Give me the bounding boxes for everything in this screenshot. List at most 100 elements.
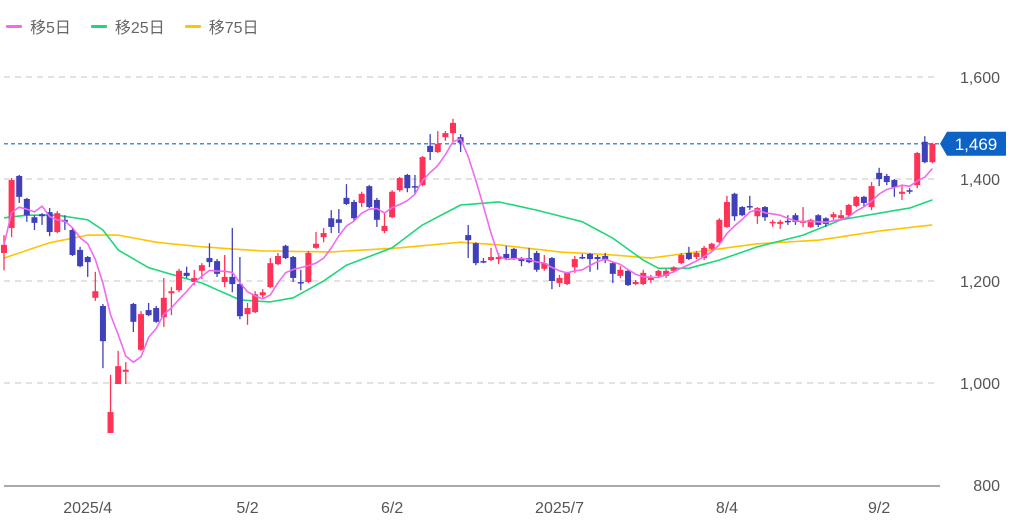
candle-down[interactable]: [206, 258, 213, 263]
candle-up[interactable]: [54, 213, 61, 233]
candle-up[interactable]: [115, 366, 122, 385]
candle-down[interactable]: [343, 197, 350, 204]
candle-down[interactable]: [685, 252, 692, 260]
candle-up[interactable]: [381, 225, 388, 232]
candle-up[interactable]: [442, 133, 449, 138]
legend-item-ma5[interactable]: 移5日: [6, 14, 71, 38]
candle-down[interactable]: [503, 253, 510, 259]
candle-down[interactable]: [69, 230, 76, 255]
candle-up[interactable]: [259, 292, 266, 296]
candle-up[interactable]: [845, 205, 852, 216]
candle-up[interactable]: [716, 219, 723, 243]
candle-down[interactable]: [23, 198, 30, 216]
candle-down[interactable]: [594, 257, 601, 260]
candle-down[interactable]: [31, 217, 38, 223]
candle-up[interactable]: [708, 243, 715, 249]
candle-up[interactable]: [754, 208, 761, 217]
candle-down[interactable]: [518, 259, 525, 262]
candle-down[interactable]: [427, 145, 434, 152]
candle-down[interactable]: [891, 180, 898, 188]
candle-down[interactable]: [214, 261, 221, 274]
candle-up[interactable]: [389, 191, 396, 218]
candle-up[interactable]: [571, 259, 578, 268]
candle-down[interactable]: [297, 282, 304, 284]
candle-down[interactable]: [130, 303, 137, 322]
candle-down[interactable]: [411, 186, 418, 188]
candle-up[interactable]: [1, 244, 7, 253]
candle-down[interactable]: [99, 305, 106, 342]
candle-down[interactable]: [579, 257, 586, 259]
candle-up[interactable]: [769, 221, 776, 224]
candle-up[interactable]: [488, 257, 495, 261]
candle-up[interactable]: [137, 314, 144, 350]
candle-down[interactable]: [586, 253, 593, 260]
candle-up[interactable]: [122, 369, 129, 372]
candle-down[interactable]: [625, 270, 632, 286]
candle-up[interactable]: [777, 221, 784, 224]
candle-up[interactable]: [647, 276, 654, 280]
candle-up[interactable]: [267, 263, 274, 288]
candle-down[interactable]: [510, 248, 517, 260]
candle-up[interactable]: [701, 247, 708, 259]
candle-up[interactable]: [723, 201, 730, 227]
candle-up[interactable]: [419, 157, 426, 186]
candle-down[interactable]: [16, 175, 23, 197]
candle-up[interactable]: [670, 267, 677, 271]
candle-down[interactable]: [39, 214, 46, 217]
candle-down[interactable]: [480, 261, 487, 263]
candle-up[interactable]: [107, 412, 114, 433]
candle-up[interactable]: [320, 233, 327, 238]
candle-down[interactable]: [731, 193, 738, 217]
candle-up[interactable]: [198, 265, 205, 271]
candle-up[interactable]: [168, 291, 175, 294]
candle-down[interactable]: [792, 215, 799, 222]
candle-up[interactable]: [274, 256, 281, 265]
candle-down[interactable]: [77, 249, 84, 267]
candle-up[interactable]: [663, 270, 670, 276]
candle-up[interactable]: [655, 270, 662, 276]
legend-item-ma25[interactable]: 移25日: [90, 14, 165, 38]
candle-down[interactable]: [548, 258, 555, 281]
candle-down[interactable]: [328, 218, 335, 227]
candle-down[interactable]: [373, 199, 380, 220]
candle-up[interactable]: [191, 277, 198, 283]
candle-down[interactable]: [921, 141, 928, 163]
candle-down[interactable]: [609, 263, 616, 274]
candle-up[interactable]: [564, 272, 571, 285]
candle-up[interactable]: [434, 143, 441, 152]
candle-down[interactable]: [602, 256, 609, 261]
candle-up[interactable]: [244, 308, 251, 315]
candle-up[interactable]: [853, 196, 860, 207]
candle-down[interactable]: [46, 212, 53, 233]
candle-up[interactable]: [313, 243, 320, 248]
candle-up[interactable]: [830, 214, 837, 218]
candle-down[interactable]: [404, 174, 411, 189]
candle-up[interactable]: [305, 252, 312, 283]
candle-up[interactable]: [221, 276, 228, 283]
candle-up[interactable]: [807, 219, 814, 227]
candle-down[interactable]: [366, 186, 373, 208]
candle-down[interactable]: [876, 172, 883, 179]
candle-down[interactable]: [472, 243, 479, 264]
candle-down[interactable]: [746, 206, 753, 208]
candle-up[interactable]: [678, 254, 685, 264]
candle-up[interactable]: [449, 122, 456, 134]
candle-up[interactable]: [914, 152, 921, 186]
candle-down[interactable]: [282, 245, 289, 259]
candle-up[interactable]: [160, 297, 167, 318]
candle-up[interactable]: [868, 186, 875, 208]
candle-up[interactable]: [176, 270, 183, 291]
candle-down[interactable]: [145, 310, 152, 316]
candle-down[interactable]: [739, 207, 746, 216]
candle-up[interactable]: [632, 282, 639, 285]
candle-down[interactable]: [906, 190, 913, 192]
candle-down[interactable]: [860, 196, 867, 203]
candle-down[interactable]: [815, 215, 822, 225]
candle-down[interactable]: [883, 175, 890, 183]
candle-down[interactable]: [335, 219, 342, 223]
candle-down[interactable]: [229, 276, 236, 285]
candle-up[interactable]: [92, 291, 99, 298]
candle-up[interactable]: [838, 215, 845, 219]
candle-down[interactable]: [183, 272, 190, 276]
